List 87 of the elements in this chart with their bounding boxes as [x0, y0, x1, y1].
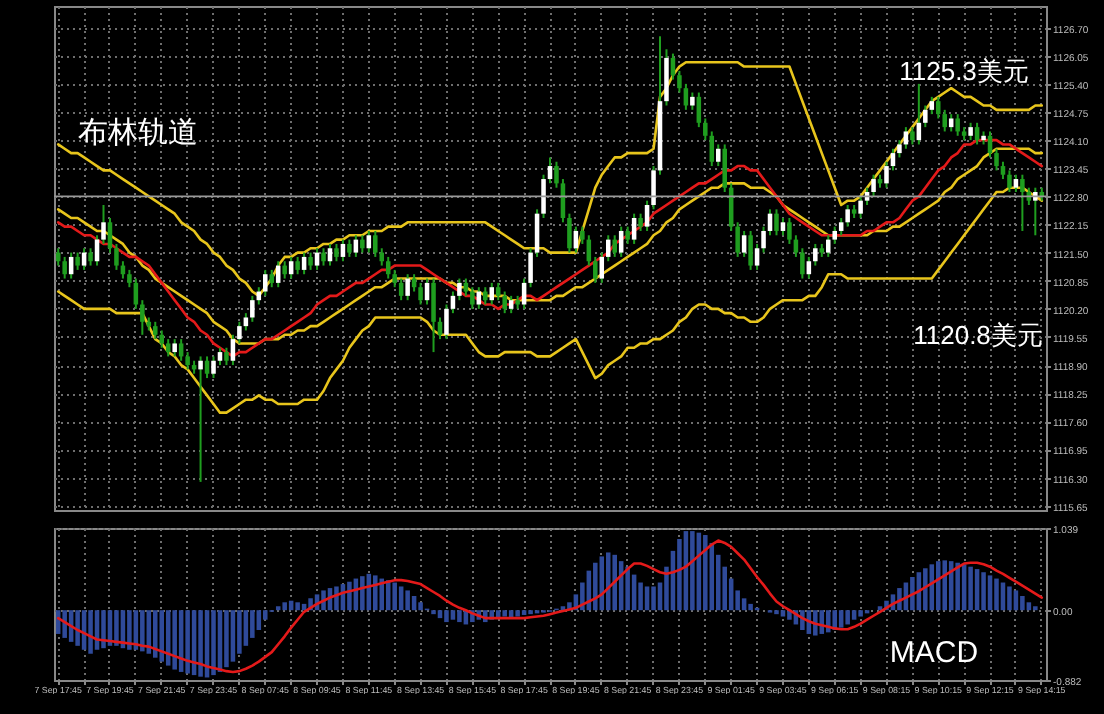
bar [347, 581, 352, 611]
bar [703, 535, 708, 611]
bar [237, 610, 242, 654]
candlestick [748, 229, 753, 271]
candlestick [470, 286, 475, 310]
candlestick [263, 268, 268, 297]
candlestick [431, 277, 436, 354]
bar [282, 602, 287, 611]
candlestick [618, 225, 624, 258]
bar [211, 610, 216, 676]
annotation: 布林轨道 [78, 116, 198, 150]
bar [1007, 586, 1012, 611]
candlestick [683, 82, 689, 111]
bar [360, 576, 365, 611]
bar [198, 610, 203, 677]
bar [185, 610, 190, 674]
bar [127, 610, 132, 650]
bar [457, 610, 462, 623]
bar [373, 575, 378, 611]
candlestick [198, 355, 203, 483]
bar [101, 610, 106, 649]
bar [845, 610, 850, 625]
bar [968, 566, 973, 611]
bar [450, 610, 456, 620]
candlestick [631, 212, 637, 245]
candlestick [489, 281, 495, 306]
candlestick [774, 208, 779, 237]
bar [625, 566, 630, 611]
line-series [56, 539, 1044, 674]
bar [444, 610, 449, 623]
bar [651, 586, 656, 611]
bar [981, 572, 986, 611]
bar [502, 610, 507, 617]
candlestick [418, 281, 423, 306]
candlestick [1033, 186, 1038, 237]
candlestick [373, 229, 378, 258]
bar [994, 578, 999, 611]
candlestick [1020, 173, 1025, 232]
candlestick [612, 234, 617, 258]
line-series [56, 60, 1044, 298]
candlestick [250, 294, 255, 323]
bar [942, 560, 947, 611]
bar [677, 539, 682, 611]
bar [153, 610, 158, 658]
bar [923, 568, 928, 611]
annotation: 1120.8美元 [913, 320, 1043, 350]
annotation: MACD [889, 636, 979, 670]
bar [605, 552, 611, 611]
candlestick [955, 113, 960, 137]
bar [813, 610, 818, 636]
bar [405, 590, 410, 611]
bar [159, 610, 165, 662]
bar [250, 610, 255, 638]
bar [638, 582, 643, 611]
bar [172, 610, 177, 670]
bar [955, 562, 960, 611]
bar [295, 602, 300, 611]
candlestick [858, 195, 863, 219]
candlestick [871, 173, 876, 198]
bar [858, 610, 863, 617]
bar [418, 602, 423, 611]
candlestick [502, 290, 507, 315]
bar [838, 610, 844, 628]
bar [748, 603, 753, 611]
bar [224, 610, 229, 668]
bar [392, 582, 397, 611]
bar [1020, 595, 1025, 611]
bar [114, 610, 119, 646]
bar [910, 576, 915, 611]
bar [690, 531, 695, 611]
bar [935, 561, 941, 611]
bar [515, 610, 520, 617]
candlestick [741, 229, 747, 258]
bar [851, 610, 857, 620]
candlestick [825, 234, 831, 258]
annotation: 1125.3美元 [899, 56, 1029, 86]
candlestick [405, 273, 410, 302]
candlestick [211, 355, 216, 380]
bar [593, 562, 598, 611]
bar [88, 610, 93, 654]
candlestick [62, 255, 67, 280]
bar [612, 554, 617, 611]
bar [780, 610, 786, 617]
bar [140, 610, 145, 652]
candlestick [845, 204, 850, 228]
candlestick [1007, 169, 1012, 194]
bar [75, 610, 80, 646]
